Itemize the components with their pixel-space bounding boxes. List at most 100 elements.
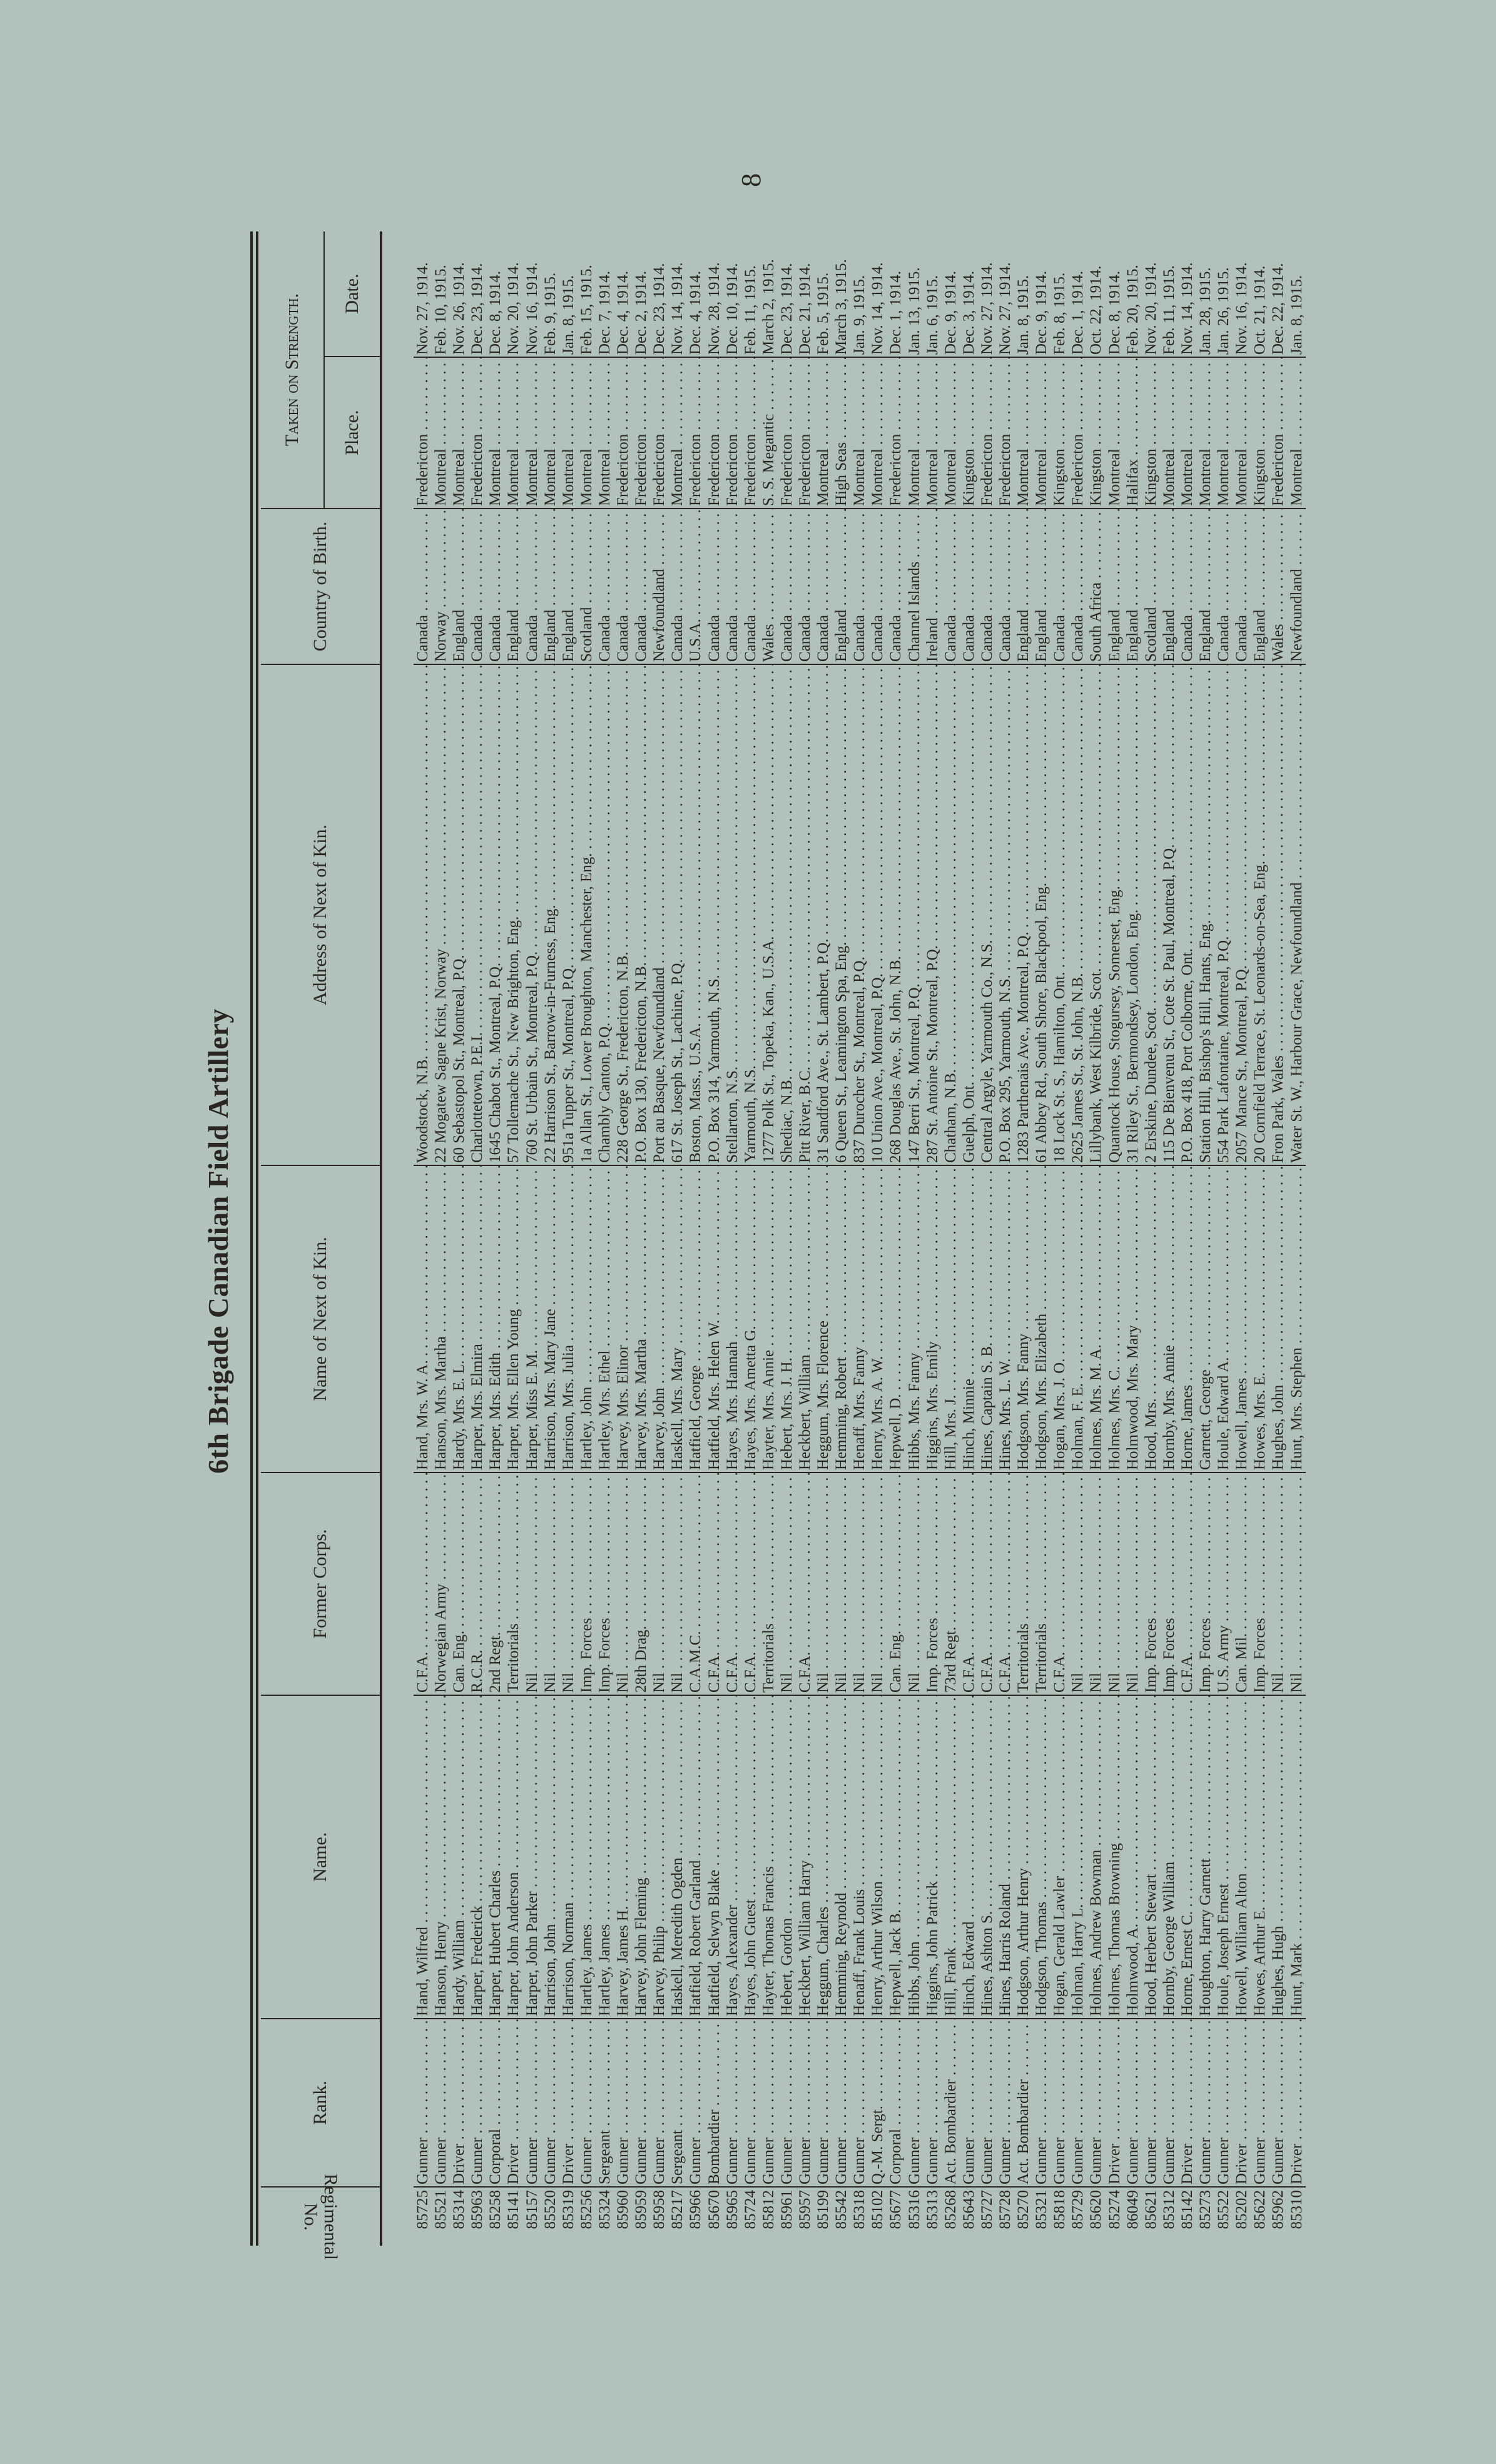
- cell-next-of-kin: Hayes, Mrs. Hannah: [723, 1166, 741, 1473]
- cell-address: 2625 James St., St. John, N.B.: [1069, 665, 1087, 1166]
- cell-date: Feb. 5, 1915.: [814, 231, 833, 358]
- cell-regimental-no: 85313: [924, 2190, 941, 2229]
- cell-date: Nov. 14, 1914.: [868, 231, 887, 358]
- cell-date: Nov. 20, 1914.: [504, 231, 523, 358]
- cell-rank: Act. Bombardier: [941, 2019, 960, 2188]
- cell-date: Dec. 10, 1914.: [723, 231, 741, 358]
- cell-address: Water St. W., Harbour Grace, Newfoundlan…: [1287, 665, 1306, 1166]
- cell-address: Station Hill, Bishop's Hill, Hants, Eng.: [1196, 665, 1215, 1166]
- cell-country: Canada: [414, 509, 432, 665]
- cell-former-corps: C.F.A.: [723, 1473, 741, 1696]
- cell-former-corps: Imp. Forces: [1196, 1473, 1215, 1696]
- cell-regimental-no: 85273: [1197, 2190, 1214, 2229]
- cell-former-corps: C.A.M.C.: [686, 1473, 705, 1696]
- table-row: 85961 GunnerHebert, GordonNilHebert, Mrs.…: [777, 231, 796, 2246]
- cell-former-corps: C.F.A.: [959, 1473, 978, 1696]
- cell-country: Canada: [959, 509, 978, 665]
- cell-name: Henaff, Frank Louis: [850, 1696, 869, 2019]
- cell-place: Kingston: [959, 358, 978, 509]
- cell-rank: Gunner: [723, 2019, 741, 2188]
- cell-rank: Gunner: [686, 2019, 705, 2188]
- cell-address: Yarmouth, N.S.: [741, 665, 760, 1166]
- cell-regimental-no: 85728: [997, 2190, 1014, 2229]
- cell-country: U.S.A.: [686, 509, 705, 665]
- cell-rank: Act. Bombardier: [1014, 2019, 1033, 2188]
- cell-rank: Gunner: [1159, 2019, 1178, 2188]
- cell-address: Fron Park, Wales: [1269, 665, 1288, 1166]
- cell-country: Canada: [522, 509, 541, 665]
- cell-next-of-kin: Harper, Mrs. Ellen Young: [504, 1166, 523, 1473]
- cell-date: Jan. 8, 1915.: [1287, 231, 1306, 358]
- header-address: Address of Next of Kin.: [261, 665, 380, 1166]
- cell-rank: Gunner: [977, 2019, 996, 2188]
- cell-place: Montreal: [541, 358, 559, 509]
- cell-regimental-no: 85670: [705, 2190, 723, 2229]
- cell-next-of-kin: Heggum, Mrs. Florence: [814, 1166, 833, 1473]
- cell-regimental-no: 85141: [505, 2190, 522, 2229]
- table-row: 85724 GunnerHayes, John GuestC.F.A.Hayes,…: [741, 231, 760, 2246]
- cell-place: Fredericton: [1269, 358, 1288, 509]
- cell-place: Fredericton: [705, 358, 723, 509]
- cell-address: 228 George St., Fredericton, N.B.: [614, 665, 633, 1166]
- cell-former-corps: Nil: [814, 1473, 833, 1696]
- cell-date: Oct. 22, 1914.: [1087, 231, 1106, 358]
- cell-country: Channel Islands: [905, 509, 924, 665]
- cell-date: Jan. 13, 1915.: [905, 231, 924, 358]
- cell-rank: Gunner: [1214, 2019, 1233, 2188]
- cell-regimental-no: 85812: [760, 2190, 777, 2229]
- cell-regimental-no: 85727: [978, 2190, 995, 2229]
- page-number: 8: [736, 173, 766, 187]
- cell-country: England: [1105, 509, 1124, 665]
- cell-rank: Gunner: [777, 2019, 796, 2188]
- cell-date: Nov. 27, 1914.: [414, 231, 432, 358]
- cell-name: Horne, Ernest C.: [1178, 1696, 1197, 2019]
- cell-country: Canada: [705, 509, 723, 665]
- roll-table: Regimental No. Rank. Name. Former Corps.…: [261, 231, 1306, 2260]
- cell-rank: Driver: [450, 2019, 469, 2188]
- table-row: 85727 GunnerHines, Ashton S.C.F.A.Hines, …: [977, 231, 996, 2246]
- table-row: 85141 DriverHarper, John AndersonTerritor…: [504, 231, 523, 2246]
- cell-date: Jan. 28, 1915.: [1196, 231, 1215, 358]
- cell-former-corps: Nil: [1269, 1473, 1288, 1696]
- table-row: 85321 GunnerHodgson, ThomasTerritorialsHo…: [1032, 231, 1051, 2246]
- cell-rank: Driver: [559, 2019, 578, 2188]
- cell-regimental-no: 85312: [1160, 2190, 1178, 2229]
- header-name: Name.: [261, 1696, 380, 2019]
- cell-rank: Gunner: [814, 2019, 833, 2188]
- table-row: 85313 GunnerHiggins, John PatrickImp. For…: [923, 231, 942, 2246]
- cell-date: Feb. 20, 1915.: [1123, 231, 1142, 358]
- cell-rank: Gunner: [759, 2019, 778, 2188]
- cell-place: Fredericton: [650, 358, 669, 509]
- cell-name: Higgins, John Patrick: [923, 1696, 942, 2019]
- table-row: 85622 GunnerHowes, Arthur E.Imp. ForcesHo…: [1251, 231, 1270, 2246]
- cell-date: Dec. 22, 1914.: [1269, 231, 1288, 358]
- cell-name: Houghton, Harry Garnett: [1196, 1696, 1215, 2019]
- cell-name: Harvey, James H.: [614, 1696, 633, 2019]
- cell-country: South Africa: [1087, 509, 1106, 665]
- cell-regimental-no: 85270: [1015, 2190, 1032, 2229]
- cell-next-of-kin: Harvey, Mrs. Martha: [632, 1166, 651, 1473]
- cell-former-corps: Nil: [1087, 1473, 1106, 1696]
- cell-place: Fredericton: [996, 358, 1015, 509]
- cell-name: Hardy, William: [450, 1696, 469, 2019]
- cell-next-of-kin: Harvey, Mrs. Elinor: [614, 1166, 633, 1473]
- cell-name: Haskell, Meredith Ogden: [668, 1696, 687, 2019]
- table-row: 85258 CorporalHarper, Hubert Charles2nd R…: [486, 231, 505, 2246]
- cell-next-of-kin: Hayes, Mrs. Ametta G.: [741, 1166, 760, 1473]
- cell-place: Montreal: [595, 358, 614, 509]
- cell-place: Kingston: [1087, 358, 1106, 509]
- cell-place: Fredericton: [614, 358, 633, 509]
- table-row: 85310 DriverHunt, MarkNilHunt, Mrs. Steph…: [1287, 231, 1306, 2246]
- cell-former-corps: Imp. Forces: [1159, 1473, 1178, 1696]
- cell-former-corps: Can. Eng.: [887, 1473, 905, 1696]
- cell-regimental-no: 85959: [633, 2190, 650, 2229]
- cell-place: Fredericton: [777, 358, 796, 509]
- table-row: 85268 Act. BombardierHill, Frank73rd Regt…: [941, 231, 960, 2246]
- cell-country: Canada: [1214, 509, 1233, 665]
- cell-address: 18 Lock St. S., Hamilton, Ont.: [1051, 665, 1069, 1166]
- cell-rank: Gunner: [996, 2019, 1015, 2188]
- cell-next-of-kin: Harvey, John: [650, 1166, 669, 1473]
- cell-rank: Corporal: [887, 2019, 905, 2188]
- cell-country: Newfoundland: [1287, 509, 1306, 665]
